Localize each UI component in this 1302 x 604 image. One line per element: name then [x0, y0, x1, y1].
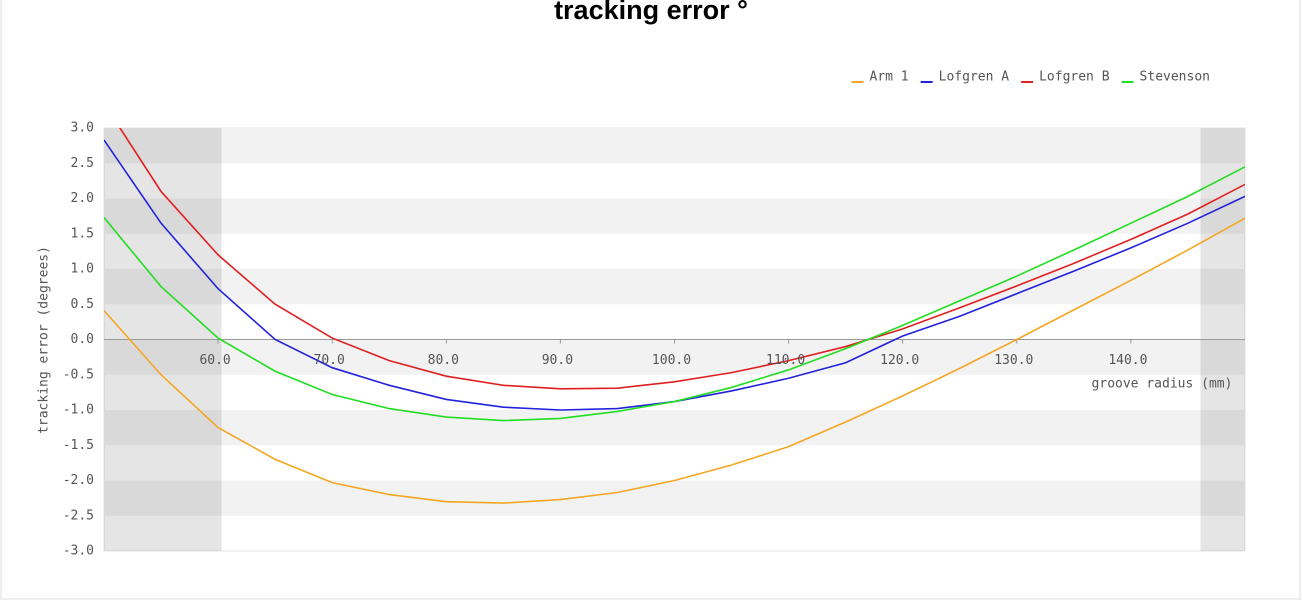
y-tick-label: -3.0 — [63, 544, 94, 559]
legend-label: Lofgren B — [1039, 70, 1110, 85]
x-tick-label: 140.0 — [1108, 353, 1147, 368]
grid-band — [104, 410, 1245, 446]
x-tick-label: 60.0 — [199, 353, 230, 368]
x-tick-label: 70.0 — [314, 353, 345, 368]
grid-band — [104, 339, 1245, 375]
y-tick-label: -0.5 — [63, 367, 94, 382]
lines — [104, 128, 1245, 504]
grid — [104, 339, 1245, 344]
y-tick-label: 2.5 — [71, 156, 94, 171]
x-tick-label: 120.0 — [880, 353, 919, 368]
series-line — [104, 166, 1245, 422]
grid-band — [104, 480, 1245, 516]
grid-band — [104, 198, 1245, 234]
grid-band — [104, 128, 1245, 164]
x-tick-label: 100.0 — [652, 353, 691, 368]
y-tick-label: 1.0 — [71, 262, 94, 277]
x-tick-label: 130.0 — [994, 353, 1033, 368]
y-tick-label: -2.5 — [63, 508, 94, 523]
series-line — [119, 128, 1245, 390]
x-axis-title: groove radius (mm) — [1092, 377, 1233, 392]
y-tick-label: 0.0 — [71, 332, 94, 347]
legend-label: Arm 1 — [870, 70, 909, 85]
y-tick-label: 0.5 — [71, 297, 94, 312]
legend-label: Stevenson — [1140, 70, 1210, 85]
series-line — [104, 217, 1245, 504]
labels: 3.0 2.5 2.0 1.5 1.0 0.5 0.0 -0.5 -1.0 -1.5 -2.0 -2.… — [63, 70, 1210, 559]
y-tick-label: 3.0 — [71, 121, 94, 136]
bands — [103, 127, 1246, 552]
y-tick-label: -1.5 — [63, 438, 94, 453]
grid-band — [104, 269, 1245, 305]
chart-title: tracking error ° — [554, 0, 748, 25]
y-axis-title: tracking error (degrees) — [37, 246, 52, 434]
x-tick-label: 110.0 — [766, 353, 805, 368]
y-tick-label: 1.5 — [71, 226, 94, 241]
legend-label: Lofgren A — [939, 70, 1010, 85]
x-tick-label: 80.0 — [428, 353, 459, 368]
y-tick-label: 2.0 — [71, 191, 94, 206]
x-tick-label: 90.0 — [542, 353, 573, 368]
y-tick-label: -1.0 — [63, 403, 94, 418]
y-tick-label: -2.0 — [63, 473, 94, 488]
